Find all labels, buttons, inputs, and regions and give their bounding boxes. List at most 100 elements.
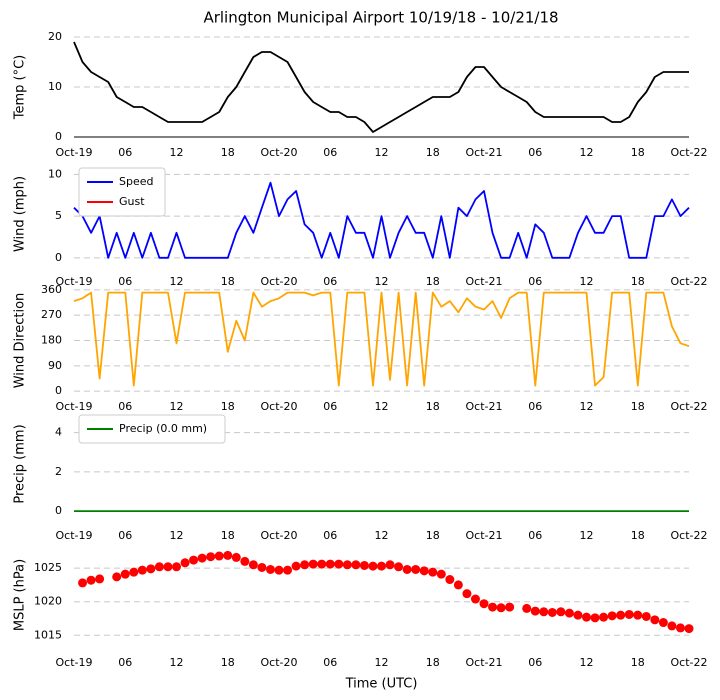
data-point [283, 565, 293, 575]
y-tick-label: 360 [41, 283, 62, 296]
data-point [95, 574, 105, 584]
data-point [411, 564, 421, 574]
data-point [86, 575, 96, 585]
data-point [129, 567, 139, 577]
data-point [112, 572, 122, 582]
x-tick-label: Oct-22 [671, 146, 708, 159]
x-tick-label: 06 [118, 529, 132, 542]
data-point [436, 569, 446, 579]
data-point [641, 611, 651, 621]
x-axis-label: Time (UTC) [345, 677, 418, 692]
x-tick-label: 06 [118, 146, 132, 159]
data-point [428, 567, 438, 577]
x-tick-label: 06 [528, 275, 542, 288]
data-point [146, 564, 156, 574]
data-point [317, 559, 327, 569]
data-point [402, 564, 412, 574]
data-point [325, 559, 335, 569]
x-tick-label: 12 [170, 656, 184, 669]
y-tick-label: 0 [55, 504, 62, 517]
data-point [120, 569, 130, 579]
x-tick-label: 18 [631, 656, 645, 669]
x-tick-label: 18 [221, 656, 235, 669]
y-axis-label: Temp (°C) [13, 55, 28, 121]
data-point [667, 621, 677, 631]
data-point [394, 562, 404, 572]
y-tick-label: 0 [55, 384, 62, 397]
x-tick-label: 06 [118, 400, 132, 413]
x-tick-label: 18 [631, 529, 645, 542]
y-tick-label: 270 [41, 308, 62, 321]
data-point [172, 562, 181, 572]
x-tick-label: 06 [323, 400, 337, 413]
data-point [488, 602, 498, 612]
data-point [223, 550, 233, 560]
x-tick-label: 12 [375, 146, 389, 159]
x-tick-label: 06 [323, 146, 337, 159]
x-tick-label: 18 [426, 275, 440, 288]
y-tick-label: 0 [55, 251, 62, 264]
data-point [368, 561, 378, 571]
y-tick-label: 1025 [34, 561, 62, 574]
x-tick-label: 12 [375, 275, 389, 288]
data-point [163, 562, 173, 572]
x-tick-label: 06 [323, 529, 337, 542]
data-point [462, 589, 472, 599]
y-tick-label: 10 [48, 80, 62, 93]
data-point [445, 575, 455, 585]
data-line [73, 181, 690, 259]
y-tick-label: 10 [48, 167, 62, 180]
x-tick-label: 06 [118, 656, 132, 669]
data-point [248, 560, 258, 570]
data-point [78, 578, 88, 588]
data-point [137, 565, 147, 575]
x-tick-label: 12 [580, 400, 594, 413]
x-tick-label: 12 [375, 400, 389, 413]
x-tick-label: Oct-19 [56, 275, 93, 288]
y-tick-label: 4 [55, 426, 62, 439]
data-point [470, 594, 480, 604]
y-axis-label: Wind Direction [13, 293, 28, 389]
x-tick-label: Oct-20 [261, 146, 298, 159]
x-tick-label: Oct-22 [671, 656, 708, 669]
data-point [539, 607, 549, 617]
x-tick-label: Oct-22 [671, 275, 708, 288]
x-tick-label: 06 [528, 656, 542, 669]
data-point [189, 555, 199, 565]
data-point [616, 610, 626, 620]
data-point [556, 607, 566, 617]
x-tick-label: 18 [221, 400, 235, 413]
x-tick-label: Oct-22 [671, 400, 708, 413]
data-point [334, 559, 344, 569]
x-tick-label: 18 [221, 275, 235, 288]
x-tick-label: 12 [580, 656, 594, 669]
data-line [73, 291, 690, 387]
data-point [675, 623, 685, 633]
y-tick-label: 20 [48, 30, 62, 43]
x-tick-label: 06 [323, 656, 337, 669]
y-tick-label: 1015 [34, 628, 62, 641]
data-point [590, 613, 600, 623]
x-tick-label: 18 [631, 146, 645, 159]
data-point [308, 559, 318, 569]
x-tick-label: Oct-19 [56, 656, 93, 669]
x-tick-label: Oct-20 [261, 529, 298, 542]
data-point [453, 580, 463, 590]
data-point [547, 607, 557, 617]
x-tick-label: Oct-22 [671, 529, 708, 542]
y-tick-label: 180 [41, 334, 62, 347]
data-point [206, 552, 216, 562]
data-point [650, 615, 660, 625]
x-tick-label: 18 [426, 529, 440, 542]
x-tick-label: 18 [221, 529, 235, 542]
data-point [385, 560, 395, 570]
data-point [342, 560, 352, 570]
y-tick-label: 2 [55, 465, 62, 478]
y-tick-label: 1020 [34, 595, 62, 608]
legend-box [78, 167, 166, 217]
data-point [265, 564, 275, 574]
x-tick-label: 18 [426, 146, 440, 159]
x-tick-label: 12 [580, 275, 594, 288]
